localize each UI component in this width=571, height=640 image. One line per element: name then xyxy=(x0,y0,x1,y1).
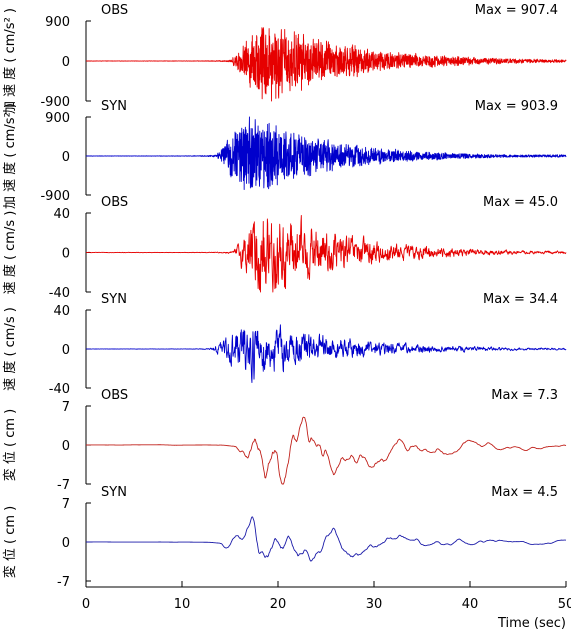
panel-displacement-syn: -7 0 7 SYN Max = 4.5 変 位 ( cm ) xyxy=(2,485,567,590)
trace-label: SYN xyxy=(101,485,127,500)
y-tick-label: 0 xyxy=(62,150,70,165)
panel-displacement-obs: -7 0 7 OBS Max = 7.3 変 位 ( cm ) xyxy=(2,388,567,493)
max-value: Max = 4.5 xyxy=(491,485,558,500)
waveform-displacement-obs xyxy=(86,416,567,485)
waveform-acceleration-syn xyxy=(85,116,567,190)
y-tick-label: -40 xyxy=(49,286,70,301)
y-axis-label: 変 位 ( cm ) xyxy=(2,409,18,481)
x-tick-label: 30 xyxy=(366,597,383,612)
y-tick-label: 40 xyxy=(53,207,70,222)
y-tick-label: -7 xyxy=(57,575,70,590)
y-tick-label: 0 xyxy=(62,439,70,454)
panel-acceleration-obs: -900 0 900 OBS Max = 907.4 加 速 度 ( cm/s² ) xyxy=(2,3,567,114)
y-tick-label: -900 xyxy=(40,95,70,110)
panel-velocity-obs: -40 0 40 OBS Max = 45.0 速 度 ( cm/s ) xyxy=(2,195,567,301)
y-tick-label: 7 xyxy=(62,497,70,512)
y-tick-label: 40 xyxy=(53,304,70,319)
x-tick-label: 0 xyxy=(82,597,90,612)
y-tick-label: 0 xyxy=(62,247,70,262)
x-tick-label: 40 xyxy=(462,597,479,612)
max-value: Max = 45.0 xyxy=(483,195,558,210)
waveform-velocity-obs xyxy=(85,215,567,293)
trace-label: OBS xyxy=(101,195,128,210)
y-axis-label: 加 速 度 ( cm/s² ) xyxy=(2,103,18,209)
panel-acceleration-syn: -900 0 900 SYN Max = 903.9 加 速 度 ( cm/s² ) xyxy=(2,99,567,209)
x-axis-ticks: 0 10 20 30 40 50 xyxy=(82,581,571,612)
max-value: Max = 7.3 xyxy=(491,388,558,403)
y-axis-label: 加 速 度 ( cm/s² ) xyxy=(2,8,18,114)
waveform-acceleration-obs xyxy=(85,27,567,102)
waveform-velocity-syn xyxy=(85,324,567,383)
max-value: Max = 907.4 xyxy=(475,3,558,18)
max-value: Max = 903.9 xyxy=(475,99,558,114)
panel-velocity-syn: -40 0 40 SYN Max = 34.4 速 度 ( cm/s ) xyxy=(2,292,567,397)
x-tick-label: 10 xyxy=(174,597,191,612)
y-axis-label: 速 度 ( cm/s ) xyxy=(2,211,18,295)
y-tick-label: 0 xyxy=(62,55,70,70)
y-tick-label: -7 xyxy=(57,478,70,493)
y-tick-label: 0 xyxy=(62,536,70,551)
y-tick-label: 900 xyxy=(45,111,70,126)
y-tick-label: -40 xyxy=(49,382,70,397)
trace-label: OBS xyxy=(101,3,128,18)
x-tick-label: 50 xyxy=(558,597,571,612)
y-axis-label: 速 度 ( cm/s ) xyxy=(2,307,18,391)
x-tick-label: 20 xyxy=(270,597,287,612)
y-tick-label: 900 xyxy=(45,15,70,30)
y-axis-label: 変 位 ( cm ) xyxy=(2,506,18,578)
x-axis: 0 10 20 30 40 50 Time (sec) xyxy=(82,581,571,631)
x-axis-label: Time (sec) xyxy=(497,616,566,631)
waveform-displacement-syn xyxy=(86,516,567,562)
y-tick-label: 7 xyxy=(62,400,70,415)
trace-label: SYN xyxy=(101,99,127,114)
trace-label: SYN xyxy=(101,292,127,307)
trace-label: OBS xyxy=(101,388,128,403)
y-tick-label: 0 xyxy=(62,343,70,358)
y-tick-label: -900 xyxy=(40,189,70,204)
max-value: Max = 34.4 xyxy=(483,292,558,307)
